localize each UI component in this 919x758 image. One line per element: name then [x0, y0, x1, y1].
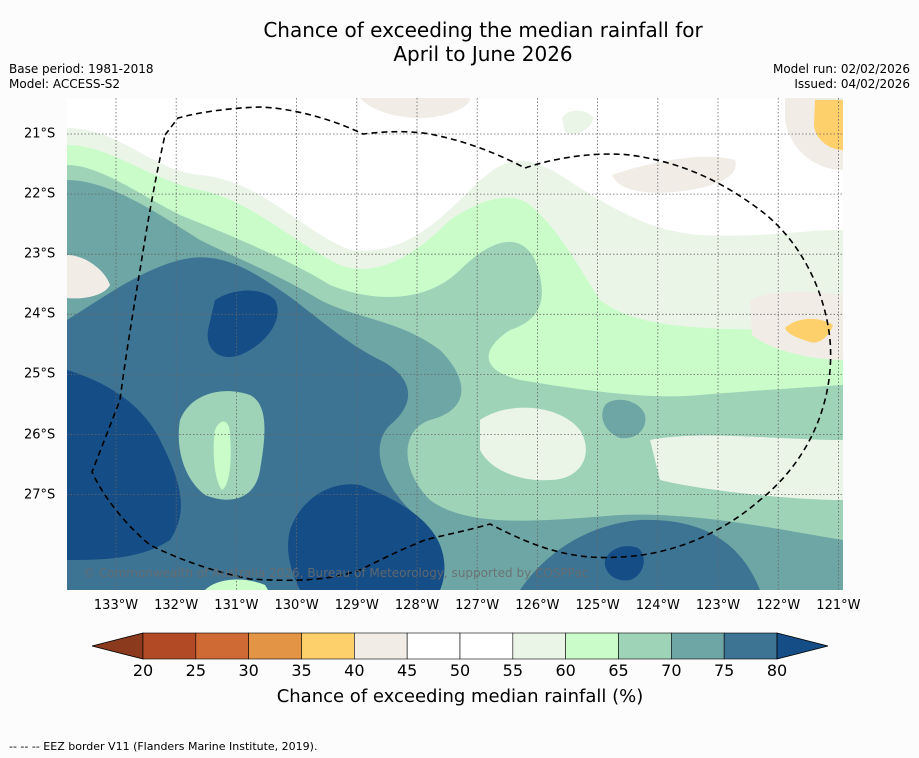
colorbar-tick-label: 20: [132, 661, 154, 680]
map-title: Chance of exceeding the median rainfall …: [0, 18, 919, 66]
latitude-label: 24°S: [24, 306, 56, 322]
longitude-label: 133°W: [93, 598, 139, 613]
colorbar-bin: [301, 632, 355, 660]
eez-border: [91, 106, 832, 582]
colorbar-under-triangle: [91, 632, 144, 660]
longitude-label: 122°W: [756, 598, 801, 613]
fill-40-45-east: [612, 156, 736, 193]
colorbar-tick-label: 40: [344, 661, 365, 680]
latitude-label: 21°S: [24, 126, 56, 142]
colorbar: [91, 632, 829, 660]
eez-footnote: -- -- -- EEZ border V11 (Flanders Marine…: [9, 740, 318, 753]
colorbar-tick-label: 30: [238, 661, 259, 680]
fill-35-40-east: [785, 318, 833, 343]
longitude-label: 130°W: [274, 598, 319, 613]
longitude-label: 121°W: [816, 598, 861, 613]
colorbar-tick-label: 25: [185, 661, 207, 680]
colorbar-tick-label: 80: [766, 661, 788, 680]
fill-55-60-island: [562, 110, 594, 135]
title-line-1: Chance of exceeding the median rainfall …: [263, 18, 703, 42]
colorbar-bin: [671, 632, 725, 660]
colorbar-tick-label: 45: [396, 661, 418, 680]
colorbar-bin: [248, 632, 302, 660]
longitude-label: 128°W: [394, 598, 440, 613]
longitude-label: 124°W: [635, 598, 680, 613]
colorbar-tick-label: 75: [713, 661, 735, 680]
colorbar-bin: [406, 632, 461, 660]
fill-60-65-pocket: [213, 421, 231, 490]
graticule: [67, 98, 843, 590]
colorbar-bin: [354, 632, 408, 660]
colorbar-tick-label: 70: [661, 661, 682, 680]
fill-70-75-pocket: [602, 399, 646, 439]
colorbar-title: Chance of exceeding median rainfall (%): [276, 686, 644, 707]
colorbar-bin: [459, 632, 514, 660]
fill-40-45-north: [360, 98, 470, 118]
colorbar-bin: [618, 632, 672, 660]
colorbar-tick-label: 50: [449, 661, 471, 680]
longitude-label: 131°W: [214, 598, 259, 613]
fill-35-40-northeast: [814, 100, 843, 150]
longitude-label: 132°W: [154, 598, 199, 613]
colorbar-bin: [512, 632, 566, 660]
colorbar-bin: [142, 632, 197, 660]
copyright-text: © Commonwealth of Australia 2026, Bureau…: [83, 566, 589, 580]
left-metadata: Base period: 1981-2018 Model: ACCESS-S2: [9, 62, 154, 92]
longitude-label: 123°W: [695, 598, 741, 613]
longitude-label: 127°W: [455, 598, 500, 613]
fill-80-south: [288, 484, 445, 590]
latitude-label: 27°S: [24, 487, 56, 503]
latitude-label: 23°S: [24, 246, 56, 262]
colorbar-tick-label: 65: [608, 661, 629, 680]
title-line-2: April to June 2026: [393, 42, 573, 66]
latitude-label: 25°S: [24, 366, 56, 382]
longitude-label: 129°W: [334, 598, 379, 613]
colorbar-tick-label: 35: [291, 661, 312, 680]
fill-55-60-east: [650, 435, 843, 500]
fill-80-north: [207, 290, 278, 358]
model-run-text: Model run: 02/02/2026: [772, 62, 910, 76]
colorbar-bin: [723, 632, 778, 660]
colorbar-bin: [195, 632, 249, 660]
latitude-label: 22°S: [24, 186, 56, 202]
latitude-label: 26°S: [24, 427, 56, 442]
longitude-label: 125°W: [575, 598, 620, 613]
right-metadata: Model run: 02/02/2026 Issued: 04/02/2026: [773, 62, 910, 92]
colorbar-over-triangle: [776, 632, 829, 660]
model-text: Model: ACCESS-S2: [9, 77, 121, 91]
contour-fills: [67, 98, 843, 590]
colorbar-tick-label: 60: [555, 661, 576, 680]
fill-80-southeast: [604, 546, 644, 581]
base-period-text: Base period: 1981-2018: [9, 62, 154, 76]
longitude-label: 126°W: [515, 598, 560, 613]
colorbar-tick-label: 55: [502, 661, 524, 680]
fill-55-60-pocket: [480, 407, 586, 481]
colorbar-bin: [565, 632, 619, 660]
issued-text: Issued: 04/02/2026: [794, 77, 910, 91]
fill-80-west: [67, 370, 181, 560]
fill-40-45-northwest: [67, 255, 110, 299]
